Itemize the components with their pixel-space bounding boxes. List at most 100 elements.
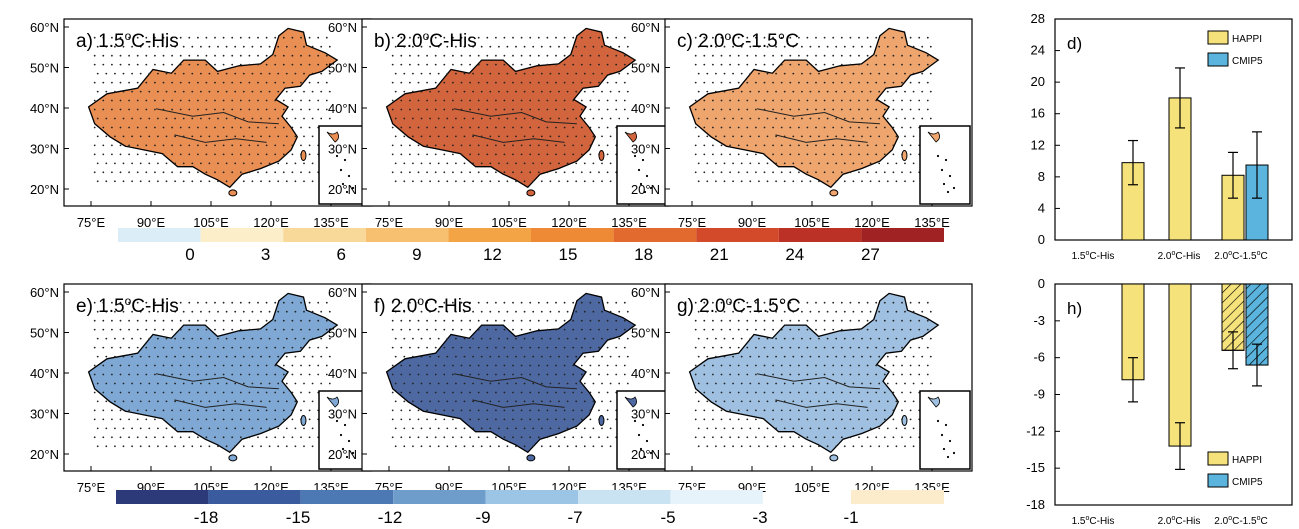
stipple-dot: [429, 180, 431, 183]
stipple-dot: [437, 72, 440, 75]
stipple-dot: [703, 81, 706, 84]
lon-tick-label: 135°E: [313, 215, 349, 230]
stipple-dot: [703, 346, 706, 349]
stipple-dot: [391, 373, 394, 376]
stipple-dot: [325, 364, 328, 367]
stipple-dot: [311, 427, 314, 430]
stipple-dot: [274, 36, 277, 39]
stipple-dot: [798, 319, 800, 322]
inset-island: [645, 439, 649, 443]
stipple-dot: [463, 400, 466, 403]
stipple-dot: [503, 108, 506, 111]
stipple-dot: [598, 144, 600, 147]
category-label: 2.0oC-1.5oC: [1214, 515, 1267, 527]
stipple-dot: [222, 373, 225, 376]
stipple-dot: [188, 436, 191, 439]
inset-island: [347, 439, 351, 443]
stipple-dot: [818, 72, 820, 75]
stipple-dot: [400, 99, 403, 102]
stipple-dot: [843, 337, 846, 340]
island-shape: [901, 415, 908, 427]
stipple-dot: [251, 90, 254, 93]
stipple-dot: [463, 90, 466, 93]
stipple-dot: [320, 90, 323, 93]
stipple-dot: [426, 391, 428, 394]
stipple-dot: [469, 391, 471, 394]
stipple-dot: [886, 445, 889, 448]
stipple-dot: [265, 409, 268, 412]
stipple-dot: [222, 301, 225, 304]
stipple-dot: [205, 391, 208, 394]
stipple-dot: [703, 153, 706, 156]
stipple-dot: [592, 427, 595, 430]
stipple-dot: [231, 54, 234, 57]
stipple-dot: [182, 400, 185, 403]
stipple-dot: [512, 63, 514, 66]
stipple-dot: [878, 162, 881, 165]
stipple-dot: [694, 81, 697, 84]
stipple-dot: [311, 310, 314, 313]
stipple-dot: [537, 144, 540, 147]
stipple-dot: [763, 36, 766, 39]
stipple-dot: [268, 445, 271, 448]
stipple-dot: [520, 153, 523, 156]
stipple-dot: [835, 400, 838, 403]
stipple-dot: [409, 319, 411, 322]
stipple-dot: [303, 355, 305, 358]
stipple-dot: [703, 301, 706, 304]
stipple-dot: [455, 162, 457, 165]
stipple-dot: [285, 427, 288, 430]
stipple-dot: [136, 153, 139, 156]
stipple-dot: [171, 126, 174, 129]
stipple-dot: [861, 400, 863, 403]
stipple-dot: [443, 301, 446, 304]
stipple-dot: [706, 382, 709, 385]
stipple-dot: [537, 36, 540, 39]
stipple-dot: [268, 45, 271, 48]
stipple-dot: [128, 63, 131, 66]
country-shape: [688, 27, 940, 189]
inset-island: [645, 174, 649, 178]
stipple-dot: [291, 63, 294, 66]
stipple-dot: [417, 391, 420, 394]
stipple-dot: [495, 99, 497, 102]
stipple-dot: [300, 153, 302, 156]
stipple-dot: [308, 409, 311, 412]
stipple-dot: [792, 72, 795, 75]
stipple-dot: [434, 126, 437, 129]
stipple-dot: [772, 126, 774, 129]
stipple-dot: [274, 144, 277, 147]
stipple-dot: [400, 144, 403, 147]
stipple-dot: [260, 90, 262, 93]
stipple-dot: [901, 418, 903, 421]
stipple-dot: [818, 310, 820, 313]
stipple-dot: [417, 108, 420, 111]
stipple-dot: [328, 337, 331, 340]
stipple-dot: [426, 409, 428, 412]
stipple-dot: [849, 391, 852, 394]
stipple-dot: [575, 135, 578, 138]
stipple-dot: [119, 126, 122, 129]
stipple-dot: [234, 337, 237, 340]
stipple-dot: [197, 391, 199, 394]
stipple-dot: [763, 126, 766, 129]
stipple-dot: [291, 319, 294, 322]
stipple-dot: [532, 427, 535, 430]
stipple-dot: [921, 90, 924, 93]
stipple-dot: [843, 117, 846, 120]
stipple-dot: [904, 400, 906, 403]
stipple-dot: [179, 144, 182, 147]
stipple-dot: [909, 364, 912, 367]
stipple-dot: [729, 301, 731, 304]
stipple-dot: [294, 117, 297, 120]
stipple-dot: [606, 301, 609, 304]
stipple-dot: [563, 328, 566, 331]
stipple-dot: [282, 391, 285, 394]
stipple-dot: [191, 400, 194, 403]
stipple-dot: [532, 382, 535, 385]
stipple-dot: [452, 171, 454, 174]
stipple-dot: [239, 391, 242, 394]
stipple-dot: [300, 319, 302, 322]
stipple-dot: [303, 72, 305, 75]
